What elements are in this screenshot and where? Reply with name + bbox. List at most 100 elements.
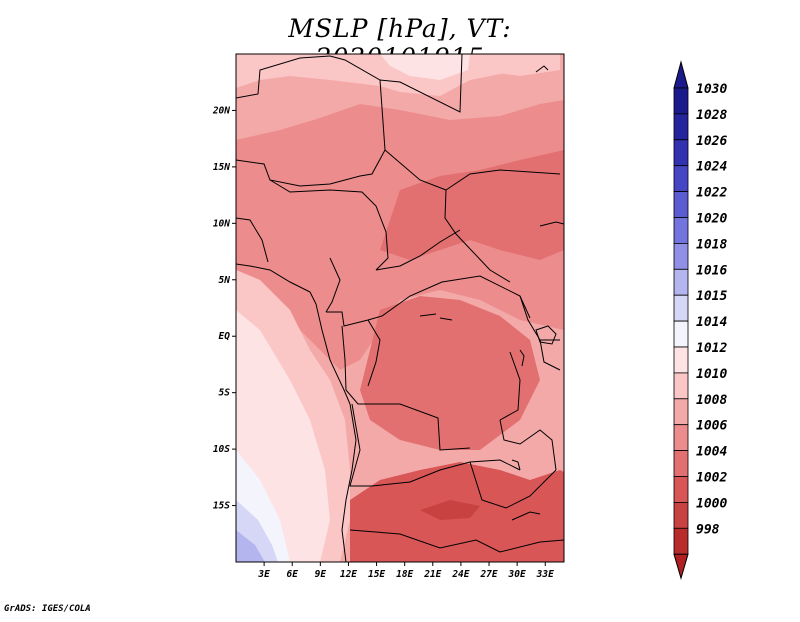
lat-tick-label: EQ: [219, 331, 231, 342]
river-congo: [419, 313, 453, 321]
colorbar-label: 1015: [696, 289, 727, 304]
field-1010-northeast: [480, 54, 560, 76]
lat-tick-label: 15S: [213, 501, 230, 512]
coast-west-africa: [309, 291, 351, 405]
field-1000-core: [420, 500, 480, 520]
colorbar-swatch: [673, 113, 689, 141]
border-benin: [236, 217, 269, 263]
lat-tick-label: 5S: [219, 388, 231, 399]
nile-delta: [535, 65, 549, 73]
colorbar-swatch: [673, 372, 689, 400]
colorbar-swatch: [673, 476, 689, 503]
grads-credit: GrADS: IGES/COLA: [4, 604, 91, 614]
border-tanzania: [499, 419, 557, 471]
border-namibia-botswana: [349, 529, 564, 553]
colorbar-label: 1010: [696, 367, 727, 382]
lat-tick-label: 20N: [212, 105, 230, 116]
map-frame: [235, 53, 565, 563]
lake-kariba: [511, 511, 541, 521]
pressure-field: [236, 54, 564, 562]
colorbar-label: 1000: [696, 496, 727, 511]
colorbar-swatch: [673, 450, 689, 477]
lon-tick-label: 27E: [479, 569, 497, 580]
border-car: [375, 229, 461, 271]
colorbar-swatch: [673, 139, 689, 167]
colorbar: 1030 1028 1026 1024 1022 1020 1018 1016 1015 1014…: [673, 60, 727, 580]
colorbar-label: 1002: [696, 471, 727, 486]
border-zambia: [469, 461, 557, 509]
border-algeria: [236, 55, 331, 99]
colorbar-swatch: [673, 191, 689, 218]
colorbar-swatch: [673, 87, 689, 115]
field-1004-congo: [360, 296, 540, 450]
colorbar-label: 1004: [696, 445, 727, 460]
colorbar-swatch: [673, 501, 689, 529]
border-niger-mali: [236, 79, 386, 187]
colorbar-label: 1030: [696, 82, 727, 97]
lon-tick-label: 18E: [396, 569, 413, 580]
colorbar-label: 1026: [696, 134, 727, 149]
border-kenya: [539, 339, 561, 371]
border-lake-tanganyika: [499, 351, 521, 421]
colorbar-swatch: [673, 268, 689, 296]
coast-gulf-guinea: [236, 263, 311, 293]
border-sudan-egypt: [445, 169, 561, 191]
latitude-axis: 20N 15N 10N 5N EQ 5S 10S 15S: [212, 105, 236, 512]
lake-victoria: [535, 325, 557, 345]
lon-tick-label: 12E: [340, 569, 357, 580]
longitude-axis: 3E 6E 9E 12E 15E 18E 21E 24E 27E 30E 33E: [257, 562, 554, 580]
lon-tick-label: 15E: [368, 569, 385, 580]
lon-tick-label: 30E: [508, 569, 526, 580]
colorbar-swatch: [673, 217, 689, 244]
lon-tick-label: 3E: [257, 569, 270, 580]
border-ethiopia: [539, 221, 564, 227]
colorbar-swatch: [673, 346, 689, 374]
lat-tick-label: 15N: [213, 162, 230, 173]
border-chad-sudan: [384, 149, 511, 283]
lat-tick-label: 10N: [213, 218, 230, 229]
border-cameroon: [325, 257, 341, 313]
coast-angola-namibia: [341, 403, 357, 562]
colorbar-swatch: [673, 424, 689, 452]
lake-kivu: [519, 349, 525, 367]
lon-tick-label: 21E: [423, 569, 441, 580]
lon-tick-label: 9E: [315, 569, 327, 580]
colorbar-swatch: [673, 398, 689, 426]
border-angola-drc: [341, 325, 471, 451]
border-nigeria: [269, 179, 389, 271]
border-libya: [329, 54, 463, 113]
lon-tick-label: 24E: [451, 569, 469, 580]
field-1012-north: [380, 54, 470, 80]
border-congo-north: [326, 275, 531, 327]
colorbar-bottom-arrow: [673, 553, 689, 580]
border-gabon: [367, 319, 381, 387]
colorbar-label: 1012: [696, 341, 727, 356]
country-borders: [236, 54, 564, 562]
colorbar-label: 1024: [696, 160, 727, 175]
colorbar-label: 1006: [696, 419, 727, 434]
colorbar-label: 1008: [696, 393, 727, 408]
colorbar-label: 1016: [696, 263, 727, 278]
border-uganda: [519, 295, 560, 341]
border-angola-south: [349, 403, 521, 487]
colorbar-swatch: [673, 320, 689, 348]
colorbar-swatch: [673, 294, 689, 322]
colorbar-swatch: [673, 165, 689, 192]
field-1010-north: [236, 54, 560, 96]
field-1004-east: [380, 150, 564, 260]
colorbar-top-arrow: [673, 60, 689, 89]
field-1016-ocean: [236, 530, 265, 562]
colorbar-label: 1022: [696, 186, 727, 201]
lon-tick-label: 33E: [536, 569, 554, 580]
colorbar-label: 1018: [696, 237, 727, 252]
colorbar-swatch: [673, 242, 689, 270]
colorbar-label: 1028: [696, 108, 727, 123]
lon-tick-label: 6E: [287, 569, 299, 580]
colorbar-label: 1014: [696, 315, 727, 330]
lat-tick-label: 10S: [213, 444, 230, 455]
colorbar-label: 998: [696, 522, 720, 537]
lake-malawi-edge: [511, 459, 521, 471]
colorbar-label: 1020: [696, 212, 727, 227]
